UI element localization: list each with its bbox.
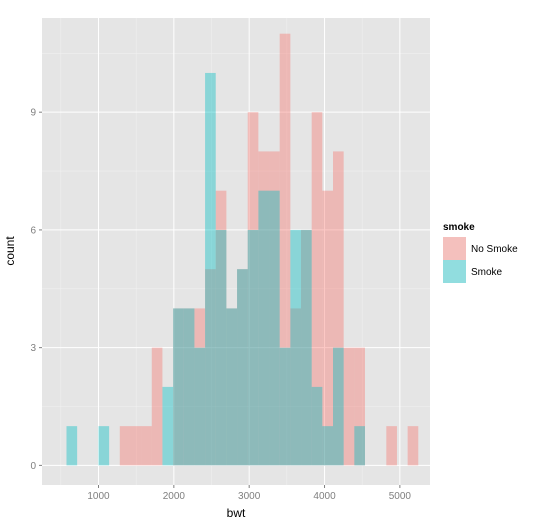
- legend: smoke No Smoke Smoke: [443, 222, 518, 283]
- histogram-bar: [194, 347, 206, 466]
- histogram-bar: [205, 269, 216, 466]
- y-tick-label: 6: [30, 225, 36, 236]
- histogram-bar: [226, 308, 238, 466]
- histogram-bar: [215, 229, 227, 466]
- legend-item: No Smoke: [443, 237, 518, 260]
- histogram-bar: [301, 229, 312, 466]
- histogram-bar: [151, 347, 163, 466]
- y-tick-label: 0: [30, 461, 36, 472]
- histogram-bar: [290, 308, 302, 466]
- histogram-bar: [269, 151, 280, 466]
- histogram-bar: [290, 229, 302, 466]
- histogram-bar: [247, 112, 259, 466]
- x-axis-ticks: 1000 2000 3000 4000 5000: [87, 485, 411, 502]
- histogram-bar: [183, 308, 195, 466]
- histogram-bar: [354, 347, 365, 466]
- legend-swatch: [443, 237, 466, 260]
- y-tick-label: 9: [30, 108, 36, 119]
- histogram-bar: [354, 426, 365, 466]
- histogram-bar: [237, 269, 248, 466]
- y-tick-label: 3: [30, 343, 36, 354]
- legend-item: Smoke: [443, 260, 503, 283]
- histogram-bar: [311, 112, 323, 466]
- histogram-bar: [226, 308, 238, 466]
- histogram-bar: [247, 229, 259, 466]
- histogram-bar: [333, 347, 344, 466]
- plot-panel: [42, 18, 430, 485]
- x-tick-label: 2000: [163, 491, 186, 502]
- histogram-bar: [386, 426, 397, 466]
- histogram-bar: [215, 190, 227, 466]
- y-axis-title: count: [3, 236, 17, 266]
- histogram-bar: [205, 72, 216, 466]
- histogram-bar: [311, 386, 323, 466]
- histogram-bar: [258, 190, 270, 466]
- legend-key-background: [443, 237, 466, 260]
- histogram-bar: [141, 426, 152, 466]
- histogram-bar: [333, 151, 344, 466]
- x-tick-label: 3000: [238, 491, 261, 502]
- x-tick-label: 1000: [87, 491, 110, 502]
- histogram-bar: [98, 426, 110, 466]
- histogram-bar: [343, 347, 355, 466]
- series-0: [119, 33, 419, 466]
- histogram-bar: [130, 426, 142, 466]
- histogram-bar: [173, 308, 184, 466]
- legend-label: Smoke: [471, 267, 503, 278]
- y-axis-ticks: 0 3 6 9: [30, 108, 42, 472]
- legend-swatch: [443, 260, 466, 283]
- x-tick-label: 4000: [313, 491, 336, 502]
- histogram-bar: [407, 426, 419, 466]
- histogram-bar: [269, 190, 280, 466]
- grid-lines: [42, 18, 430, 485]
- histogram-bar: [279, 347, 291, 466]
- legend-title: smoke: [443, 222, 475, 233]
- histogram-bar: [183, 308, 195, 466]
- histogram-bar: [162, 386, 174, 466]
- histogram-bar: [237, 269, 248, 466]
- histogram-bars: [66, 33, 419, 466]
- histogram-bar: [173, 308, 184, 466]
- histogram-bar: [258, 151, 270, 466]
- x-tick-label: 5000: [389, 491, 412, 502]
- histogram-bar: [119, 426, 131, 466]
- x-axis-title: bwt: [227, 506, 246, 520]
- histogram-bar: [322, 190, 333, 466]
- histogram-bar: [194, 308, 206, 466]
- histogram-bar: [279, 33, 291, 466]
- histogram-bar: [301, 229, 312, 466]
- histogram-bar: [66, 426, 78, 466]
- legend-label: No Smoke: [471, 244, 518, 255]
- histogram-bar: [322, 426, 333, 466]
- series-1: [66, 72, 365, 466]
- legend-key-background: [443, 260, 466, 283]
